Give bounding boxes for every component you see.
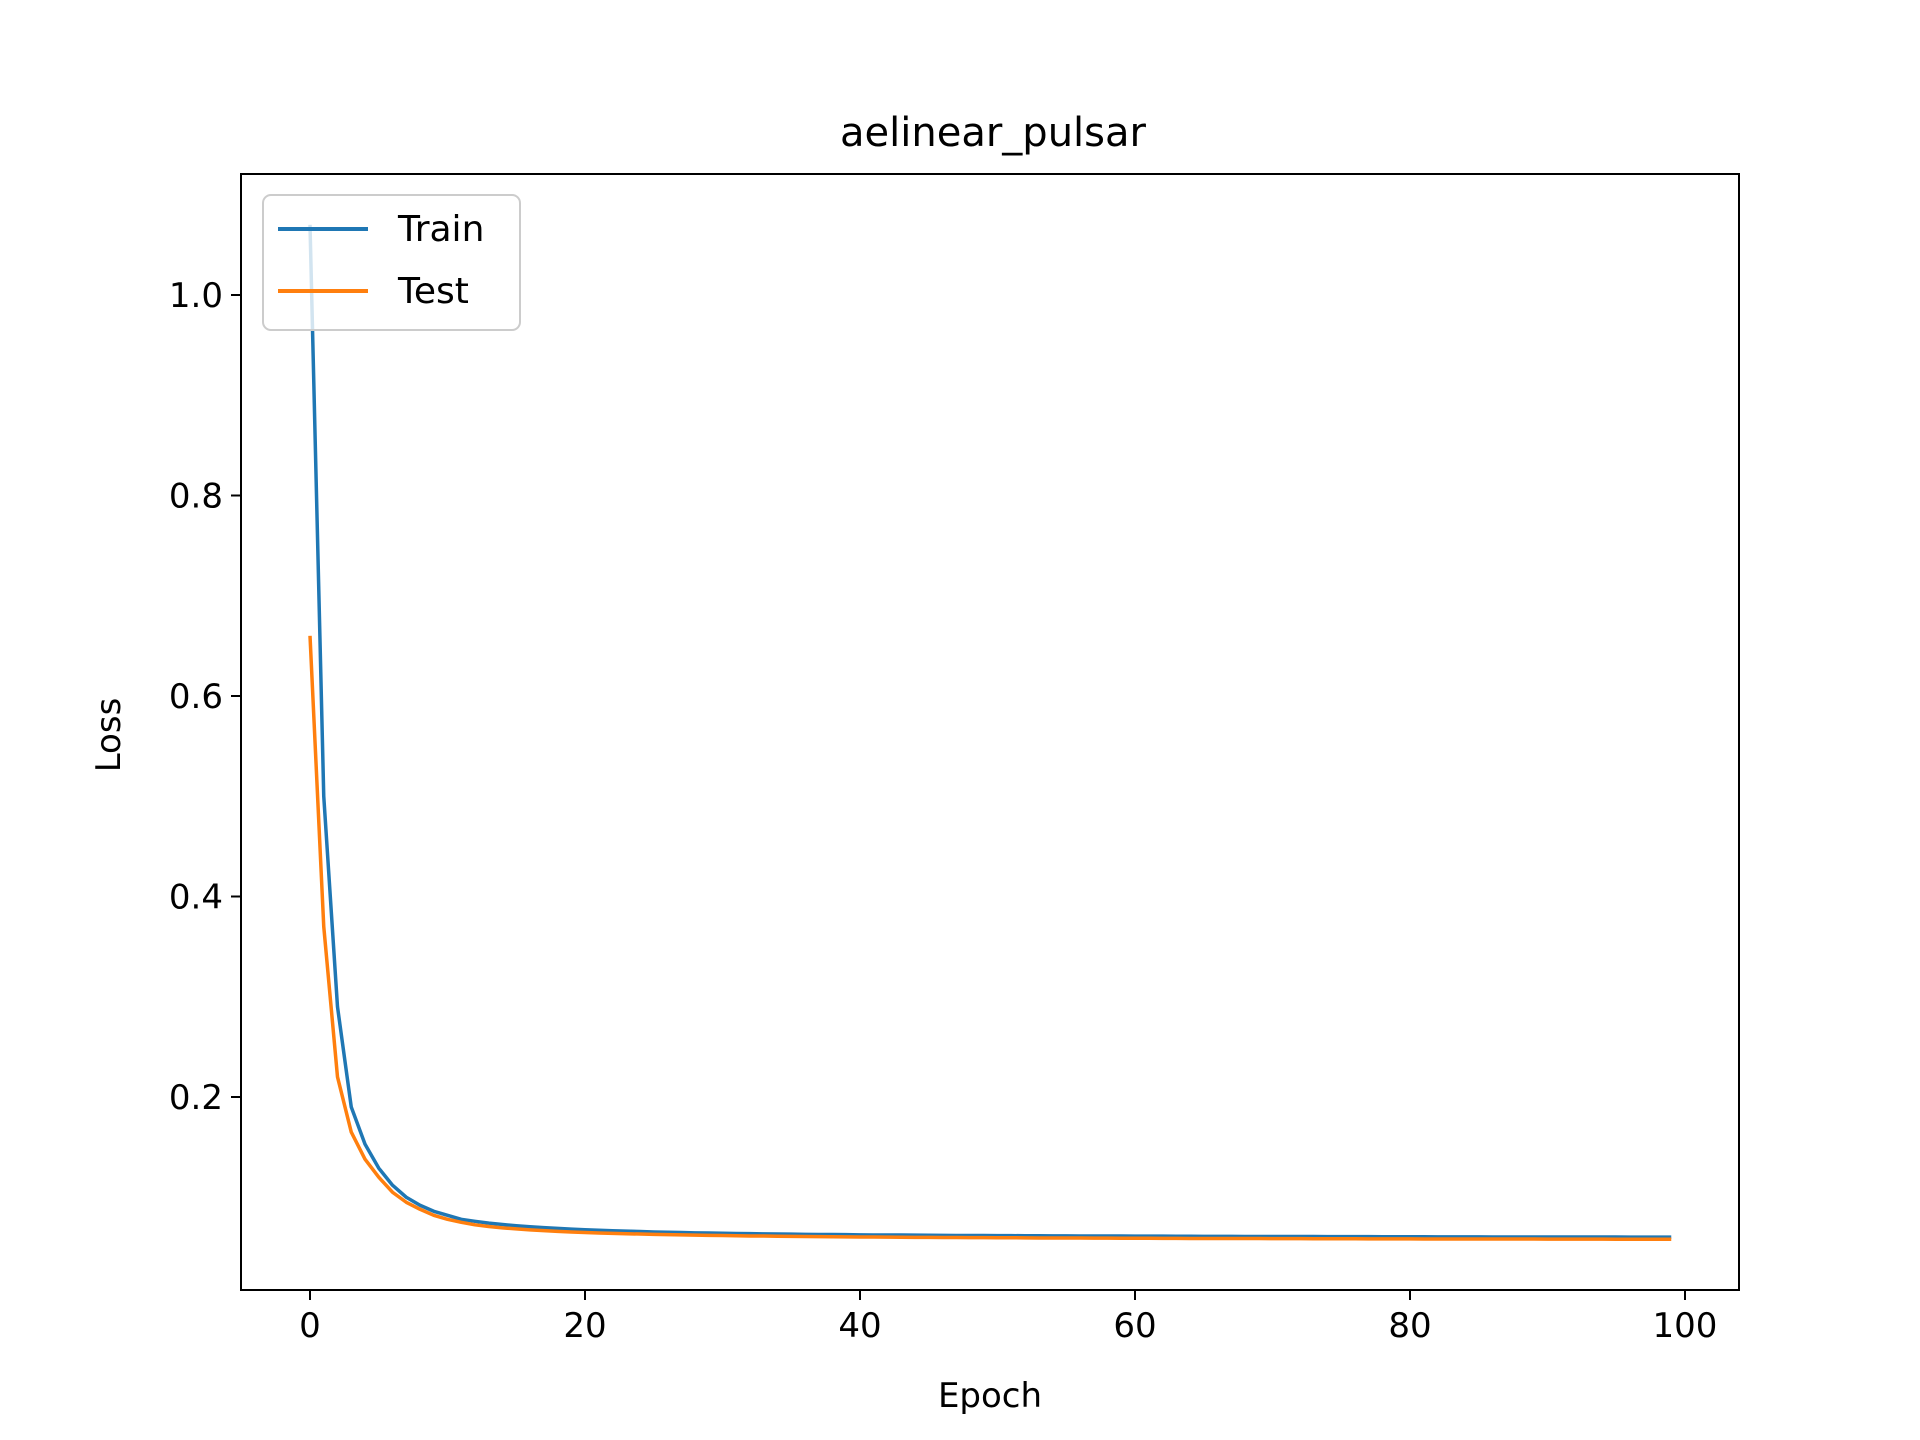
series-group xyxy=(308,224,1672,1241)
x-tick-label: 40 xyxy=(838,1306,881,1346)
plot-frame xyxy=(240,173,1740,1291)
x-tick-label: 60 xyxy=(1113,1306,1156,1346)
x-tick-label: 80 xyxy=(1388,1306,1431,1346)
x-axis-label: Epoch xyxy=(938,1376,1042,1416)
legend: Train Test xyxy=(262,194,521,331)
y-tick-label: 0.8 xyxy=(169,477,223,517)
chart-title: aelinear_pulsar xyxy=(840,110,1146,156)
x-tick-label: 20 xyxy=(563,1306,606,1346)
y-axis-label: Loss xyxy=(89,698,129,773)
legend-label-test: Test xyxy=(397,271,469,312)
x-axis: 0 20 40 60 80 100 xyxy=(299,1290,1717,1346)
x-tick-label: 100 xyxy=(1653,1306,1718,1346)
y-tick-label: 0.6 xyxy=(169,677,223,717)
y-tick-label: 0.2 xyxy=(169,1078,223,1118)
series-line-test xyxy=(308,635,1672,1241)
y-tick-label: 0.4 xyxy=(169,878,223,918)
legend-label-train: Train xyxy=(397,209,484,250)
y-tick-label: 1.0 xyxy=(169,276,223,316)
series-line-train xyxy=(308,224,1672,1239)
y-axis: 0.2 0.4 0.6 0.8 1.0 xyxy=(169,276,241,1118)
x-tick-label: 0 xyxy=(299,1306,321,1346)
